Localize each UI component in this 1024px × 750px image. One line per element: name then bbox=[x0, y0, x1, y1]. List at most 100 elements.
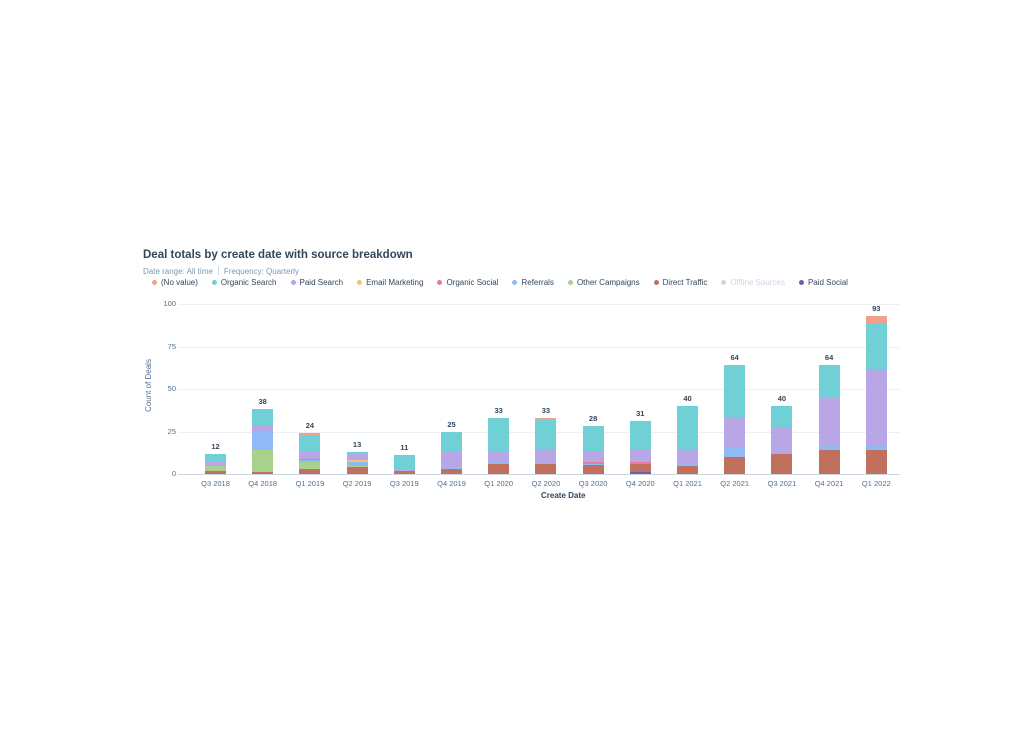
legend-item-direct-traffic[interactable]: Direct Traffic bbox=[653, 278, 707, 287]
bar-segment-direct-traffic[interactable] bbox=[724, 456, 746, 474]
bar-segment-direct-traffic[interactable] bbox=[582, 465, 604, 474]
bar-segment-direct-traffic[interactable] bbox=[299, 468, 321, 474]
legend-item-other-campaigns[interactable]: Other Campaigns bbox=[567, 278, 640, 287]
bar-segment-direct-traffic[interactable] bbox=[818, 450, 840, 474]
bar-q3-2019[interactable] bbox=[393, 455, 415, 474]
bar-segment-referrals[interactable] bbox=[582, 463, 604, 466]
bar-segment-no-value[interactable] bbox=[299, 433, 321, 435]
frequency-filter[interactable]: Frequency: Quarterly bbox=[223, 267, 299, 276]
bar-q1-2020[interactable] bbox=[488, 417, 510, 474]
bar-segment-no-value[interactable] bbox=[535, 417, 557, 420]
legend-item-email-marketing[interactable]: Email Marketing bbox=[357, 278, 423, 287]
legend-item-paid-search[interactable]: Paid Search bbox=[290, 278, 343, 287]
bar-q1-2021[interactable] bbox=[677, 406, 698, 474]
bar-segment-referrals[interactable] bbox=[724, 448, 746, 457]
x-tick-label: Q3 2021 bbox=[767, 479, 797, 488]
bar-q4-2020[interactable] bbox=[629, 421, 651, 474]
date-range-filter[interactable]: Date range: All time bbox=[143, 267, 213, 276]
bar-segment-no-value[interactable] bbox=[865, 315, 887, 323]
bar-segment-referrals[interactable] bbox=[441, 467, 462, 469]
bar-segment-organic-search[interactable] bbox=[205, 453, 226, 463]
bar-segment-referrals[interactable] bbox=[299, 460, 321, 463]
bar-q4-2019[interactable] bbox=[441, 431, 462, 474]
bar-segment-organic-search[interactable] bbox=[346, 451, 368, 454]
bar-segment-organic-search[interactable] bbox=[771, 406, 793, 429]
bar-q1-2019[interactable] bbox=[299, 433, 321, 474]
bar-q2-2021[interactable] bbox=[724, 365, 746, 474]
bar-segment-paid-search[interactable] bbox=[299, 451, 321, 459]
bar-segment-paid-social[interactable] bbox=[629, 472, 651, 474]
bar-q4-2018[interactable] bbox=[252, 409, 274, 474]
bar-segment-other-campaigns[interactable] bbox=[205, 465, 226, 471]
bar-segment-paid-search[interactable] bbox=[865, 368, 887, 446]
bar-segment-organic-search[interactable] bbox=[252, 409, 274, 425]
bar-segment-direct-traffic[interactable] bbox=[252, 472, 274, 474]
bar-segment-paid-search[interactable] bbox=[629, 448, 651, 463]
bar-segment-organic-search[interactable] bbox=[865, 322, 887, 369]
legend-item-no-value[interactable]: (No value) bbox=[152, 278, 198, 287]
bar-segment-paid-search[interactable] bbox=[205, 462, 226, 466]
bar-segment-organic-search[interactable] bbox=[535, 419, 557, 449]
bar-segment-organic-search[interactable] bbox=[582, 426, 604, 452]
bar-segment-paid-search[interactable] bbox=[818, 397, 840, 446]
bar-q2-2019[interactable] bbox=[346, 451, 368, 474]
bar-segment-paid-search[interactable] bbox=[724, 417, 746, 449]
bar-q3-2021[interactable] bbox=[771, 406, 793, 474]
y-tick-label: 0 bbox=[171, 469, 176, 478]
bar-segment-referrals[interactable] bbox=[818, 445, 840, 451]
bar-segment-paid-search[interactable] bbox=[393, 468, 415, 471]
bar-segment-other-campaigns[interactable] bbox=[346, 465, 368, 468]
chart-card: Deal totals by create date with source b… bbox=[140, 245, 900, 510]
bar-segment-direct-traffic[interactable] bbox=[205, 470, 226, 474]
bar-segment-organic-search[interactable] bbox=[488, 417, 510, 452]
bar-segment-organic-search[interactable] bbox=[724, 365, 746, 418]
bar-segment-organic-social[interactable] bbox=[629, 462, 651, 464]
bar-segment-paid-search[interactable] bbox=[677, 448, 698, 464]
bar-segment-organic-search[interactable] bbox=[299, 434, 321, 452]
bar-segment-paid-search[interactable] bbox=[252, 424, 274, 432]
bar-segment-direct-traffic[interactable] bbox=[629, 463, 651, 473]
bar-segment-referrals[interactable] bbox=[488, 462, 510, 464]
bar-segment-organic-search[interactable] bbox=[393, 455, 415, 469]
bar-segment-email-marketing[interactable] bbox=[346, 460, 368, 463]
bar-q3-2018[interactable] bbox=[205, 453, 226, 474]
bar-segment-direct-traffic[interactable] bbox=[441, 468, 462, 474]
bar-segment-referrals[interactable] bbox=[346, 462, 368, 466]
bar-segment-paid-search[interactable] bbox=[582, 451, 604, 463]
bar-segment-direct-traffic[interactable] bbox=[488, 463, 510, 474]
bar-q2-2020[interactable] bbox=[535, 417, 557, 474]
bar-segment-referrals[interactable] bbox=[677, 463, 698, 466]
bar-segment-paid-search[interactable] bbox=[535, 448, 557, 464]
bar-segment-other-campaigns[interactable] bbox=[252, 450, 274, 473]
bar-segment-paid-search[interactable] bbox=[771, 428, 793, 454]
bar-segment-direct-traffic[interactable] bbox=[677, 465, 698, 474]
bar-segment-referrals[interactable] bbox=[865, 445, 887, 451]
bar-q4-2021[interactable] bbox=[818, 365, 840, 474]
bar-segment-direct-traffic[interactable] bbox=[346, 467, 368, 474]
bar-segment-direct-traffic[interactable] bbox=[865, 450, 887, 474]
legend-item-paid-social[interactable]: Paid Social bbox=[798, 278, 848, 287]
bar-segment-other-campaigns[interactable] bbox=[299, 462, 321, 469]
bar-segment-referrals[interactable] bbox=[252, 431, 274, 451]
legend-label: Offline Sources bbox=[730, 278, 785, 287]
bar-segment-organic-search[interactable] bbox=[818, 365, 840, 398]
x-tick-label: Q1 2019 bbox=[295, 479, 325, 488]
bar-segment-paid-search[interactable] bbox=[488, 451, 510, 463]
bar-segment-paid-search[interactable] bbox=[346, 453, 368, 461]
bar-segment-direct-traffic[interactable] bbox=[771, 453, 793, 474]
bar-segment-direct-traffic[interactable] bbox=[535, 463, 557, 474]
bar-segment-organic-search[interactable] bbox=[629, 421, 651, 449]
legend-item-organic-search[interactable]: Organic Search bbox=[211, 278, 277, 287]
legend-item-referrals[interactable]: Referrals bbox=[512, 278, 554, 287]
bar-segment-paid-search[interactable] bbox=[441, 451, 462, 468]
bar-segment-direct-traffic[interactable] bbox=[393, 470, 415, 474]
bar-total-label: 64 bbox=[824, 353, 834, 363]
bar-q3-2020[interactable] bbox=[582, 426, 604, 474]
bar-segment-organic-social[interactable] bbox=[582, 462, 604, 464]
bar-segment-organic-search[interactable] bbox=[677, 406, 698, 449]
bar-q1-2022[interactable] bbox=[865, 315, 887, 474]
legend-item-organic-social[interactable]: Organic Social bbox=[437, 278, 498, 287]
bar-segment-organic-search[interactable] bbox=[441, 431, 462, 452]
bar-segment-organic-social[interactable] bbox=[299, 458, 321, 461]
legend-item-offline-sources[interactable]: Offline Sources bbox=[721, 278, 785, 287]
